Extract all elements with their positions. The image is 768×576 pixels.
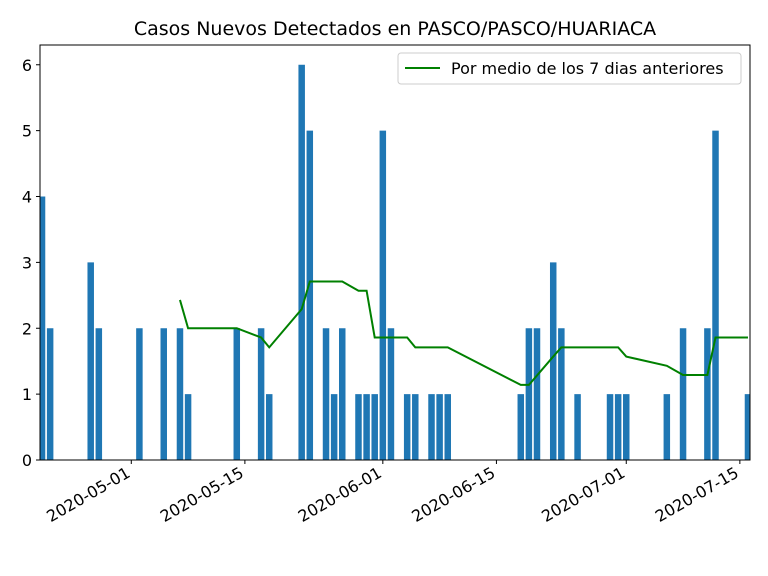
- bar: [379, 130, 387, 460]
- y-tick-label: 4: [22, 188, 32, 207]
- bar: [298, 64, 305, 460]
- bar: [371, 394, 378, 460]
- y-tick-label: 1: [22, 385, 32, 404]
- bar: [574, 394, 581, 460]
- bar: [558, 328, 565, 460]
- x-tick-label: 2020-07-01: [538, 463, 628, 526]
- bar: [614, 394, 622, 460]
- bar: [87, 262, 94, 460]
- bar: [176, 328, 184, 460]
- x-tick-label: 2020-05-15: [157, 463, 247, 526]
- bar: [160, 328, 167, 460]
- bar: [663, 394, 671, 460]
- y-tick-label: 6: [22, 56, 32, 75]
- bar: [549, 262, 557, 460]
- legend-box: [397, 52, 742, 85]
- bar: [623, 394, 630, 460]
- x-tick-label: 2020-06-15: [408, 463, 498, 526]
- bar: [436, 394, 443, 460]
- x-tick-label: 2020-07-15: [652, 463, 742, 526]
- bar: [517, 394, 525, 460]
- chart-title: Casos Nuevos Detectados en PASCO/PASCO/H…: [134, 18, 656, 40]
- bar: [184, 394, 192, 460]
- bar: [306, 130, 314, 460]
- bar: [363, 394, 370, 460]
- bar: [257, 328, 265, 460]
- bar: [704, 328, 711, 460]
- bar: [355, 394, 362, 460]
- bar: [412, 394, 419, 460]
- average-line-layer: [179, 280, 748, 386]
- bar: [533, 328, 541, 460]
- y-tick-label: 5: [22, 122, 32, 141]
- bar: [444, 394, 451, 460]
- x-tick-label: 2020-05-01: [43, 463, 133, 526]
- bar: [40, 196, 46, 460]
- bar: [679, 328, 687, 460]
- legend: Por medio de los 7 dias anteriores: [397, 52, 742, 85]
- bar: [403, 394, 411, 460]
- bar: [744, 394, 750, 460]
- y-tick-label: 3: [22, 253, 32, 272]
- bar: [233, 328, 241, 460]
- bars-layer: [40, 64, 750, 460]
- y-tick-label: 2: [22, 319, 32, 338]
- bar: [606, 394, 614, 460]
- bar: [46, 328, 54, 460]
- bar: [136, 328, 143, 460]
- y-tick-label: 0: [22, 451, 32, 470]
- x-tick-label: 2020-06-01: [295, 463, 385, 526]
- bar: [525, 328, 533, 460]
- bar: [712, 130, 719, 460]
- bar: [330, 394, 338, 460]
- plot-frame: [39, 44, 751, 461]
- legend-label: Por medio de los 7 dias anteriores: [451, 59, 724, 78]
- bar: [322, 328, 330, 460]
- bar: [339, 328, 346, 460]
- bar: [428, 394, 435, 460]
- bar: [387, 328, 395, 460]
- bar: [265, 394, 273, 460]
- bar: [95, 328, 103, 460]
- average-line: [179, 280, 748, 386]
